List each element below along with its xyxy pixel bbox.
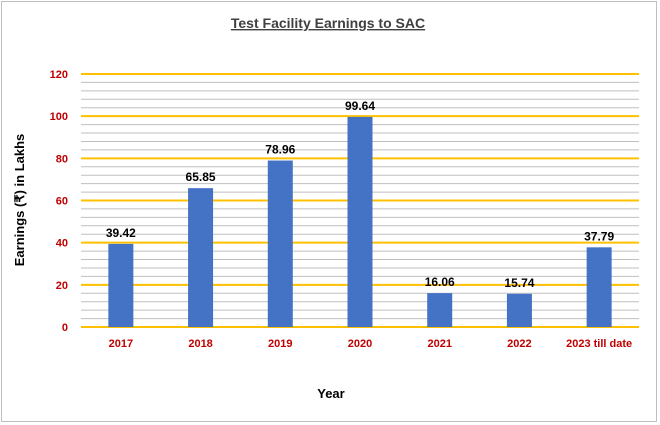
x-tick-label: 2022 (507, 338, 531, 350)
x-axis-ticks: 2017 2018 2019 2020 2021 2022 2023 till date (109, 338, 633, 350)
data-label: 15.74 (504, 276, 534, 290)
y-tick-label: 60 (56, 196, 68, 208)
bar-2017 (108, 243, 134, 327)
bar-2019 (267, 160, 293, 327)
bar-2021 (427, 293, 453, 327)
x-tick-label: 2021 (427, 338, 451, 350)
data-labels: 39.42 65.85 78.96 99.64 16.06 15.74 37.79 (106, 99, 615, 290)
data-label: 16.06 (425, 275, 455, 289)
data-label: 65.85 (186, 170, 216, 184)
bar-2022 (506, 293, 532, 327)
data-label: 37.79 (584, 229, 614, 243)
bars (108, 116, 612, 328)
bar-2020 (347, 116, 373, 328)
data-label: 99.64 (345, 99, 375, 113)
y-tick-label: 40 (56, 238, 68, 250)
y-tick-label: 0 (62, 322, 68, 334)
y-tick-label: 80 (56, 153, 68, 165)
bar-2023-till-date (586, 247, 612, 327)
x-tick-label: 2023 till date (566, 338, 632, 350)
y-axis-label: Earnings (₹) in Lakhs (12, 134, 27, 267)
x-tick-label: 2018 (188, 338, 212, 350)
x-tick-label: 2020 (348, 338, 372, 350)
y-axis-ticks: 0 20 40 60 80 100 120 (50, 69, 68, 334)
y-tick-label: 20 (56, 280, 68, 292)
y-tick-label: 100 (50, 111, 68, 123)
x-axis-label: Year (317, 386, 344, 401)
chart-title: Test Facility Earnings to SAC (231, 15, 425, 31)
data-label: 39.42 (106, 226, 136, 240)
x-tick-label: 2017 (109, 338, 133, 350)
bar-2018 (188, 188, 214, 327)
y-tick-label: 120 (50, 69, 68, 81)
x-tick-label: 2019 (268, 338, 292, 350)
data-label: 78.96 (265, 143, 295, 157)
